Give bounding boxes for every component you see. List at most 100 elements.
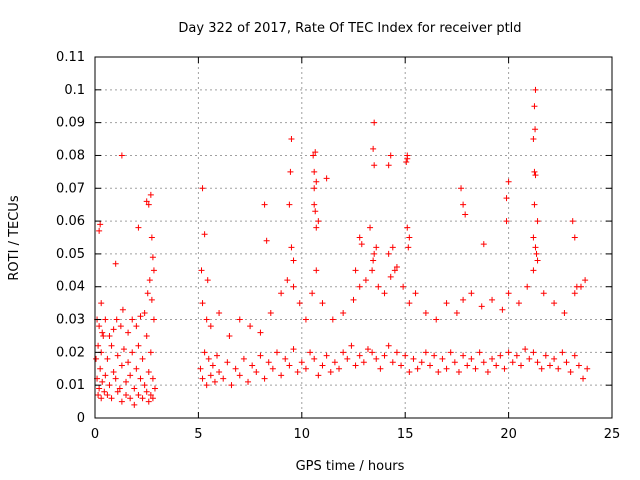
data-point bbox=[203, 382, 210, 389]
data-point bbox=[199, 375, 206, 382]
data-point bbox=[503, 218, 510, 225]
axis-ticks: 0 5 10 15 20 25 0 0.01 0.02 0.03 0.04 0.05 0.06 0.07 0… bbox=[56, 50, 620, 442]
data-point bbox=[389, 359, 396, 366]
data-point bbox=[331, 359, 338, 366]
data-point bbox=[414, 365, 421, 372]
data-point bbox=[356, 283, 363, 290]
data-point bbox=[385, 342, 392, 349]
y-tick-label: 0.03 bbox=[56, 313, 85, 328]
data-point bbox=[509, 359, 516, 366]
data-point bbox=[284, 277, 291, 284]
data-point bbox=[296, 300, 303, 307]
data-point bbox=[139, 395, 146, 402]
data-point bbox=[398, 362, 405, 369]
data-point bbox=[201, 349, 208, 356]
data-point bbox=[205, 355, 212, 362]
data-point bbox=[311, 355, 318, 362]
data-point bbox=[371, 250, 378, 257]
data-point bbox=[371, 162, 378, 169]
data-point bbox=[267, 309, 274, 316]
data-point bbox=[387, 273, 394, 280]
data-point bbox=[323, 175, 330, 182]
data-point bbox=[503, 195, 510, 202]
data-point bbox=[381, 352, 388, 359]
data-point bbox=[513, 352, 520, 359]
data-point bbox=[96, 227, 103, 234]
data-point bbox=[249, 362, 256, 369]
data-point bbox=[522, 346, 529, 353]
data-point bbox=[551, 355, 558, 362]
data-point bbox=[530, 234, 537, 241]
data-point bbox=[555, 365, 562, 372]
data-point bbox=[443, 300, 450, 307]
x-tick-label: 5 bbox=[194, 427, 202, 442]
data-point bbox=[112, 375, 119, 382]
data-point bbox=[228, 382, 235, 389]
data-point bbox=[97, 365, 104, 372]
data-point bbox=[112, 260, 119, 267]
data-point bbox=[530, 349, 537, 356]
data-point bbox=[216, 309, 223, 316]
data-point bbox=[150, 316, 157, 323]
data-point bbox=[451, 359, 458, 366]
data-point bbox=[524, 283, 531, 290]
data-point bbox=[530, 136, 537, 143]
data-point bbox=[137, 313, 144, 320]
data-point bbox=[133, 323, 140, 330]
data-point bbox=[369, 349, 376, 356]
data-point bbox=[288, 136, 295, 143]
data-point bbox=[104, 392, 111, 399]
data-point bbox=[127, 372, 134, 379]
data-point bbox=[263, 237, 270, 244]
data-point bbox=[369, 267, 376, 274]
data-point bbox=[532, 126, 539, 133]
data-point bbox=[106, 332, 113, 339]
data-point bbox=[447, 349, 454, 356]
data-point bbox=[561, 309, 568, 316]
data-point bbox=[464, 362, 471, 369]
data-point bbox=[147, 392, 154, 399]
data-point bbox=[290, 283, 297, 290]
data-point bbox=[131, 401, 138, 408]
data-point bbox=[145, 398, 152, 405]
data-point bbox=[534, 257, 541, 264]
data-point bbox=[209, 362, 216, 369]
data-point bbox=[201, 231, 208, 238]
data-point bbox=[313, 224, 320, 231]
data-point bbox=[323, 352, 330, 359]
data-point bbox=[269, 365, 276, 372]
data-point bbox=[480, 241, 487, 248]
data-point bbox=[381, 290, 388, 297]
data-point bbox=[455, 369, 462, 376]
data-point bbox=[571, 352, 578, 359]
data-point bbox=[102, 316, 109, 323]
data-point bbox=[352, 362, 359, 369]
data-point bbox=[273, 349, 280, 356]
data-point bbox=[204, 277, 211, 284]
data-point bbox=[98, 300, 105, 307]
y-tick-label: 0 bbox=[77, 411, 85, 426]
data-point bbox=[371, 119, 378, 126]
data-point bbox=[493, 362, 500, 369]
data-point bbox=[96, 323, 103, 330]
data-point bbox=[290, 257, 297, 264]
data-point bbox=[127, 395, 134, 402]
data-point bbox=[531, 103, 538, 110]
y-tick-label: 0.08 bbox=[56, 148, 85, 163]
data-point bbox=[422, 309, 429, 316]
data-point bbox=[575, 362, 582, 369]
data-point bbox=[133, 365, 140, 372]
data-point bbox=[95, 342, 102, 349]
data-point bbox=[150, 267, 157, 274]
data-point bbox=[106, 382, 113, 389]
data-point bbox=[203, 316, 210, 323]
data-point bbox=[143, 198, 150, 205]
data-point bbox=[129, 349, 136, 356]
data-point bbox=[116, 385, 123, 392]
data-point bbox=[391, 267, 398, 274]
data-point bbox=[403, 159, 410, 166]
data-point bbox=[96, 385, 103, 392]
data-point bbox=[358, 241, 365, 248]
data-point bbox=[278, 290, 285, 297]
